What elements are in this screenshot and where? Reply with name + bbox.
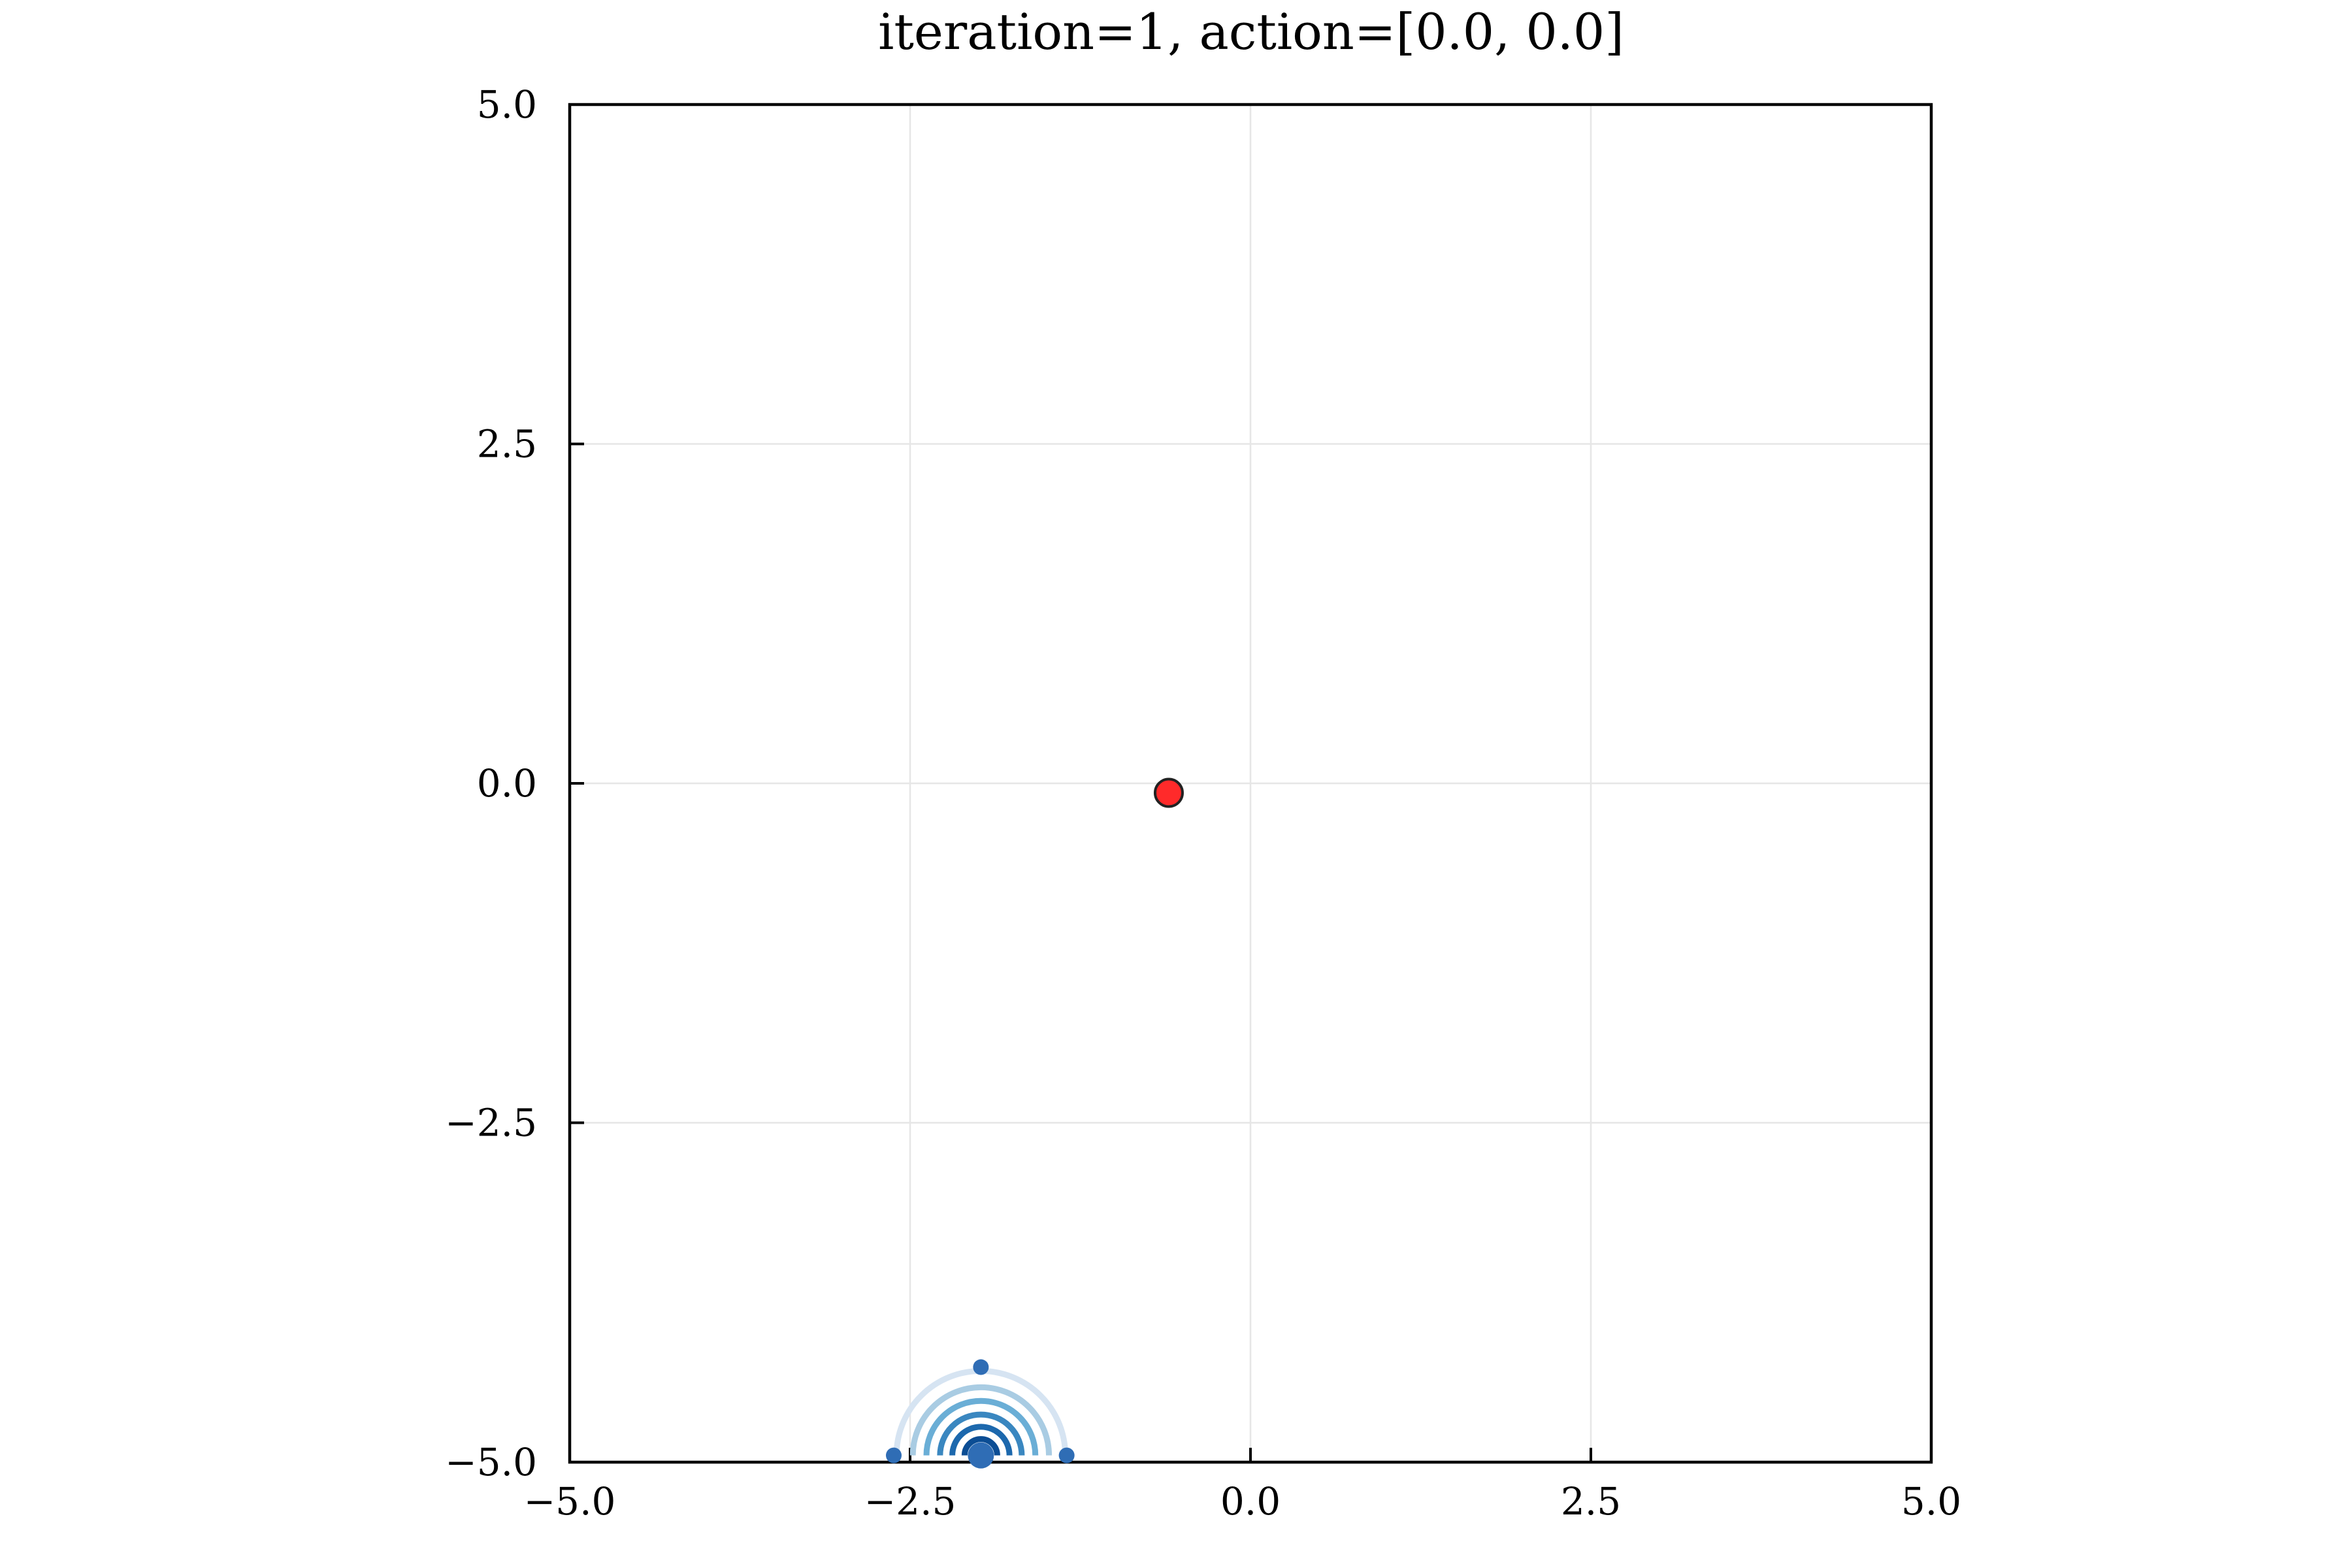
axis-ticks: −5.0 −2.5 0.0 2.5 5.0 −5.0 −2.5 0.0 2.5 5.0 — [445, 82, 1961, 1524]
y-tick-label: 5.0 — [477, 82, 537, 127]
grid — [568, 103, 1933, 1463]
distribution-mean-point — [968, 1442, 994, 1469]
y-tick-label: −2.5 — [445, 1101, 537, 1145]
contour-arc — [923, 1397, 1039, 1456]
distribution-points — [885, 1359, 1075, 1469]
contour-arc — [909, 1384, 1053, 1456]
contour-arc — [961, 1436, 1000, 1456]
x-tick-label: −5.0 — [524, 1479, 616, 1524]
sigma-point — [973, 1359, 989, 1375]
x-tick-label: −2.5 — [864, 1479, 956, 1524]
y-tick-label: 0.0 — [477, 761, 537, 806]
contour-arc — [937, 1411, 1025, 1456]
x-tick-label: 0.0 — [1220, 1479, 1281, 1524]
contour-arc — [949, 1424, 1013, 1456]
plot-frame — [568, 103, 1933, 1464]
sigma-point — [885, 1447, 902, 1463]
y-tick-label: 2.5 — [477, 422, 537, 466]
chart-title: iteration=1, action=[0.0, 0.0] — [878, 3, 1624, 61]
x-tick-label: 2.5 — [1561, 1479, 1621, 1524]
agent-layer — [1153, 777, 1184, 808]
sigma-point — [1058, 1447, 1075, 1463]
y-tick-label: −5.0 — [445, 1440, 537, 1484]
agent-point — [1153, 777, 1184, 808]
x-tick-label: 5.0 — [1901, 1479, 1961, 1524]
